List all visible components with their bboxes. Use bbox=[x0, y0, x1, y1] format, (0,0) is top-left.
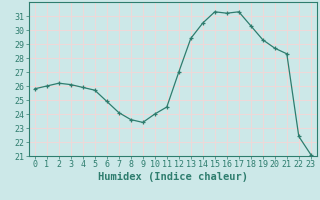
X-axis label: Humidex (Indice chaleur): Humidex (Indice chaleur) bbox=[98, 172, 248, 182]
